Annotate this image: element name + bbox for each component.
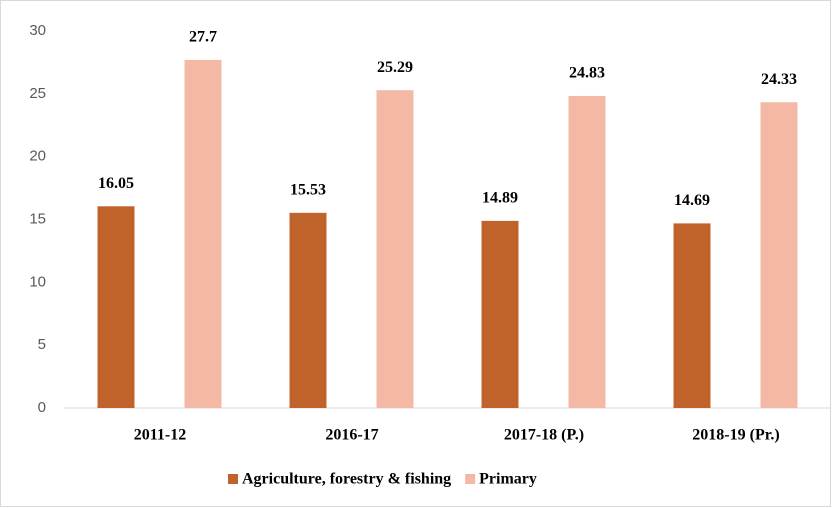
x-tick-label: 2016-17: [325, 427, 378, 444]
legend-swatch: [228, 474, 238, 484]
data-label: 15.53: [290, 182, 326, 199]
y-tick-label: 15: [29, 210, 46, 227]
bar: [568, 95, 606, 408]
data-label: 25.29: [377, 59, 413, 76]
y-tick-label: 25: [29, 85, 46, 102]
bar: [184, 59, 222, 409]
legend-label: Agriculture, forestry & fishing: [242, 471, 451, 488]
bar: [97, 206, 135, 408]
y-tick-label: 30: [29, 22, 46, 39]
bar: [673, 223, 711, 408]
bar: [289, 212, 327, 408]
y-tick-label: 5: [38, 336, 46, 353]
data-label: 14.69: [674, 192, 710, 209]
y-tick-label: 0: [38, 399, 46, 416]
data-label: 27.7: [189, 29, 217, 46]
data-label: 14.89: [482, 190, 518, 207]
bar: [760, 102, 798, 409]
y-tick-label: 20: [29, 148, 46, 165]
bar: [481, 220, 519, 408]
data-label: 24.33: [761, 71, 797, 88]
x-tick-label: 2017-18 (P.): [504, 427, 584, 444]
data-label: 16.05: [98, 175, 134, 192]
bar: [376, 90, 414, 409]
data-label: 24.83: [569, 65, 605, 82]
x-tick-label: 2011-12: [134, 427, 186, 444]
legend-swatch: [465, 474, 476, 484]
y-tick-label: 10: [29, 273, 46, 290]
x-tick-label: 2018-19 (Pr.): [692, 427, 779, 444]
legend-label: Primary: [479, 471, 537, 488]
